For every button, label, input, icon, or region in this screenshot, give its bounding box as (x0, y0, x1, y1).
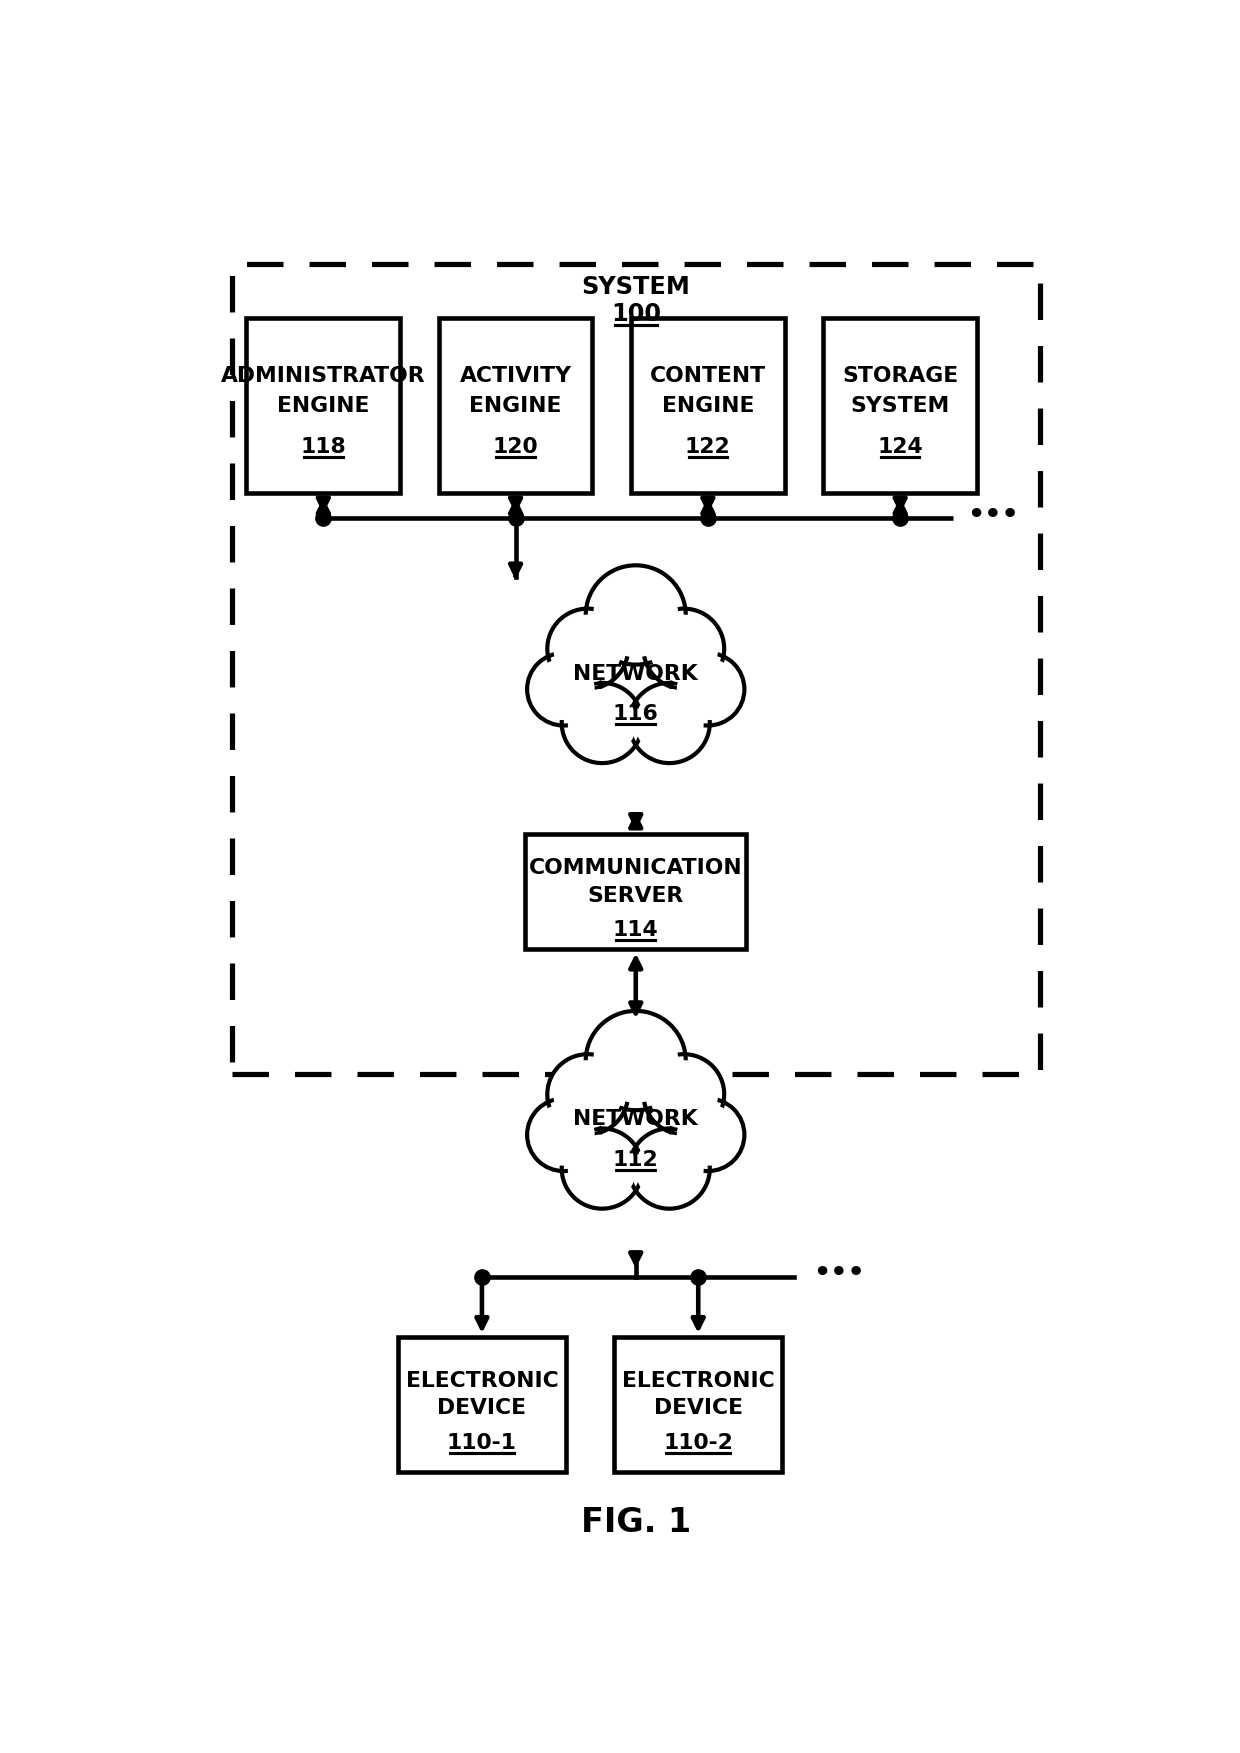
Bar (631, 319, 785, 494)
Text: COMMUNICATION: COMMUNICATION (528, 857, 743, 878)
Text: SYSTEM: SYSTEM (851, 396, 950, 415)
Ellipse shape (547, 1054, 627, 1134)
Text: FIG. 1: FIG. 1 (580, 1506, 691, 1539)
Ellipse shape (547, 608, 627, 689)
Text: 112: 112 (613, 1150, 658, 1169)
Ellipse shape (568, 689, 636, 757)
Text: STORAGE: STORAGE (842, 366, 957, 386)
Text: DEVICE: DEVICE (438, 1397, 526, 1418)
Ellipse shape (593, 573, 678, 657)
Text: •••: ••• (813, 1260, 866, 1287)
Text: 124: 124 (877, 436, 923, 456)
Bar (823, 319, 977, 494)
Ellipse shape (585, 566, 686, 664)
Ellipse shape (527, 1099, 600, 1171)
Ellipse shape (629, 1129, 709, 1210)
Text: SYSTEM: SYSTEM (582, 275, 689, 300)
Ellipse shape (527, 654, 600, 726)
Ellipse shape (644, 608, 724, 689)
Text: ELECTRONIC: ELECTRONIC (621, 1371, 774, 1390)
Text: 110-1: 110-1 (446, 1432, 517, 1453)
Text: 120: 120 (492, 436, 538, 456)
Text: 122: 122 (684, 436, 730, 456)
Ellipse shape (532, 1104, 594, 1166)
Ellipse shape (553, 1061, 621, 1129)
Ellipse shape (635, 689, 703, 757)
Text: DEVICE: DEVICE (653, 1397, 743, 1418)
Text: ELECTRONIC: ELECTRONIC (405, 1371, 558, 1390)
Ellipse shape (650, 615, 718, 684)
Text: ENGINE: ENGINE (469, 396, 562, 415)
Ellipse shape (677, 1104, 739, 1166)
Ellipse shape (585, 1011, 686, 1110)
Ellipse shape (629, 684, 709, 763)
Bar (525, 834, 746, 950)
Bar (232, 265, 1039, 1075)
Text: SERVER: SERVER (588, 885, 683, 906)
Text: ACTIVITY: ACTIVITY (459, 366, 572, 386)
Ellipse shape (568, 1134, 636, 1203)
Text: CONTENT: CONTENT (650, 366, 765, 386)
Ellipse shape (650, 1061, 718, 1129)
Ellipse shape (677, 659, 739, 720)
Ellipse shape (671, 654, 744, 726)
Text: NETWORK: NETWORK (573, 663, 698, 684)
Text: ENGINE: ENGINE (661, 396, 754, 415)
Ellipse shape (593, 1018, 678, 1103)
Bar (398, 1338, 565, 1473)
Text: ADMINISTRATOR: ADMINISTRATOR (221, 366, 425, 386)
Ellipse shape (532, 659, 594, 720)
Text: 100: 100 (610, 302, 661, 326)
Ellipse shape (553, 615, 621, 684)
Ellipse shape (635, 1134, 703, 1203)
Bar (439, 319, 593, 494)
Ellipse shape (644, 1054, 724, 1134)
Bar (247, 319, 401, 494)
Text: 114: 114 (613, 920, 658, 940)
Text: 118: 118 (300, 436, 346, 456)
Text: •••: ••• (967, 503, 1019, 528)
Bar (614, 1338, 782, 1473)
Text: NETWORK: NETWORK (573, 1110, 698, 1129)
Text: 116: 116 (613, 705, 658, 724)
Ellipse shape (562, 1129, 642, 1210)
Text: 110-2: 110-2 (663, 1432, 733, 1453)
Ellipse shape (562, 684, 642, 763)
Text: ENGINE: ENGINE (277, 396, 370, 415)
Ellipse shape (671, 1099, 744, 1171)
